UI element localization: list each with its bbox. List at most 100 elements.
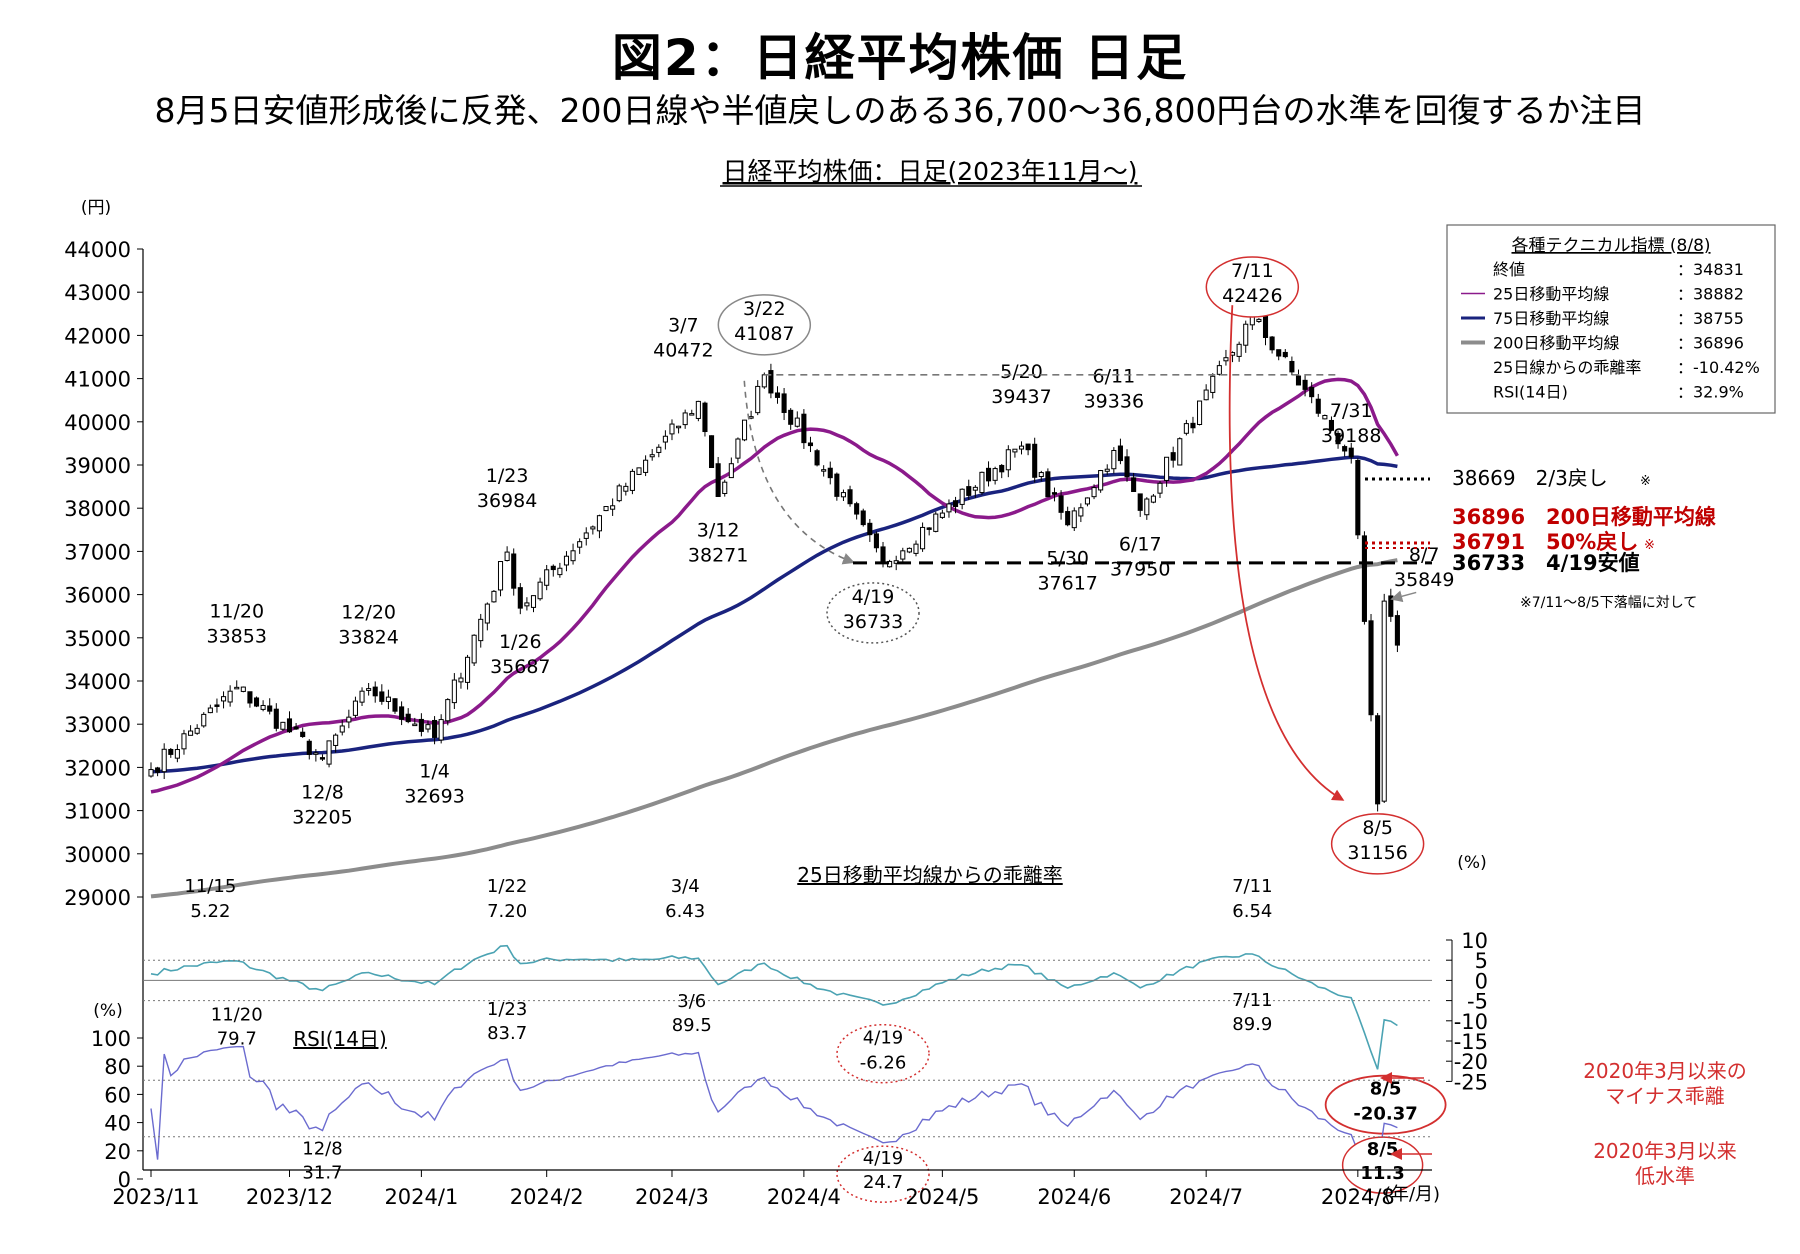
candle-down <box>1355 459 1361 536</box>
candle-up <box>840 492 846 498</box>
candle-up <box>689 413 695 416</box>
candle-up <box>425 724 431 730</box>
price-annotation-date: 1/26 <box>499 631 542 653</box>
deviation-annotation-value: 5.22 <box>190 901 230 922</box>
candle-up <box>412 723 418 727</box>
rsi-annotation-value: 79.7 <box>217 1029 257 1050</box>
candle-down <box>873 533 879 549</box>
candle-down <box>985 467 992 482</box>
callout-note-text: 2020年3月以来 <box>1593 1139 1737 1163</box>
candle-up <box>1144 498 1150 516</box>
candle-up <box>497 561 504 591</box>
candle-down <box>1361 535 1367 622</box>
candle-up <box>563 555 570 566</box>
candle-up <box>240 686 246 692</box>
indicator-value: ：38755 <box>1677 309 1744 328</box>
indicator-value: ：38882 <box>1677 285 1744 304</box>
candle-up <box>1236 343 1242 357</box>
candle-down <box>1269 336 1275 351</box>
crash-arrow <box>1228 305 1345 801</box>
x-tick-label: 2024/3 <box>635 1185 709 1209</box>
candle-up <box>326 740 332 765</box>
candle-up <box>596 515 602 532</box>
price-annotation-value: 37617 <box>1037 573 1097 595</box>
candle-down <box>214 704 220 707</box>
indicator-label: 25日移動平均線 <box>1493 285 1609 304</box>
candle-up <box>352 700 358 716</box>
candle-up <box>623 485 629 492</box>
highlight-circle <box>1205 256 1300 318</box>
ma75-line <box>150 455 1398 774</box>
candle-down <box>1262 315 1269 338</box>
candle-down <box>1117 445 1123 462</box>
deviation-title: 25日移動平均線からの乖離率 <box>797 863 1062 887</box>
candle-up <box>458 677 464 683</box>
rsi-annotation-date: 12/8 <box>302 1138 342 1159</box>
candle-down <box>1025 443 1031 451</box>
rsi-tick-label: 20 <box>104 1140 131 1164</box>
highlight-circle <box>1341 1136 1424 1194</box>
candle-up <box>1012 448 1018 453</box>
price-tick-label: 44000 <box>64 238 131 262</box>
chart-title: 日経平均株価：日足(2023年11月～) <box>723 157 1138 186</box>
callout-note-text: 2020年3月以来の <box>1583 1059 1747 1083</box>
price-annotation-value: 36733 <box>843 611 903 633</box>
rsi-annotation-date: 1/23 <box>487 999 527 1020</box>
rsi-tick-label: 40 <box>104 1112 131 1136</box>
rebound-pointer-arrow <box>1390 590 1417 603</box>
candle-down <box>926 527 932 530</box>
candle-down <box>880 546 886 564</box>
candle-down <box>432 719 438 738</box>
candle-up <box>385 696 391 703</box>
candle-up <box>1150 495 1156 503</box>
candle-up <box>920 526 926 550</box>
price-tick-label: 33000 <box>64 713 131 737</box>
rsi-tick-label: 60 <box>104 1083 131 1107</box>
candle-down <box>1295 375 1302 386</box>
candle-down <box>286 718 293 733</box>
candle-down <box>847 489 853 505</box>
highlight-circle <box>836 1023 930 1084</box>
price-annotation-value: 41087 <box>734 323 794 345</box>
price-tick-label: 30000 <box>64 843 131 867</box>
candle-down <box>781 393 787 413</box>
candle-down <box>966 486 972 496</box>
candle-up <box>181 733 187 750</box>
candle-up <box>359 690 365 703</box>
price-annotation-date: 4/19 <box>852 586 895 608</box>
x-tick-label: 2024/6 <box>1037 1185 1111 1209</box>
candle-up <box>728 463 734 479</box>
price-annotation-date: 1/23 <box>486 465 529 487</box>
price-annotation-date: 12/8 <box>301 782 344 804</box>
x-tick-label: 2023/12 <box>246 1185 333 1209</box>
price-annotation-date: 11/20 <box>209 600 264 622</box>
candle-up <box>478 618 484 642</box>
candle-down <box>379 691 385 702</box>
candle-up <box>471 634 477 664</box>
candle-down <box>1276 349 1282 357</box>
candle-up <box>1197 400 1203 425</box>
candle-down <box>1058 495 1064 513</box>
candle-up <box>366 688 372 691</box>
candle-down <box>306 740 312 755</box>
candle-down <box>372 686 378 697</box>
price-annotation-date: 7/11 <box>1231 260 1274 282</box>
deviation-annotation-date: 1/22 <box>487 876 527 897</box>
deviation-annotation-value: 7.20 <box>487 901 527 922</box>
candle-up <box>491 590 497 603</box>
rsi-annotation-value: 89.5 <box>672 1015 712 1036</box>
candle-up <box>761 374 767 388</box>
price-annotation-value: 32693 <box>404 785 464 807</box>
candle-up <box>583 532 589 539</box>
indicator-label: 200日移動平均線 <box>1493 334 1620 353</box>
price-annotation-value: 38271 <box>688 544 748 566</box>
indicator-value: ：-10.42% <box>1677 358 1760 377</box>
rsi-annotation-value: 24.7 <box>863 1172 903 1193</box>
candle-up <box>1216 365 1222 375</box>
candle-up <box>590 526 596 530</box>
deviation-annotation-value: 6.43 <box>665 901 705 922</box>
deviation-annotation-date: 7/11 <box>1232 876 1272 897</box>
candle-down <box>774 392 781 398</box>
candle-down <box>319 757 326 760</box>
price-annotation-value: 36984 <box>477 490 537 512</box>
